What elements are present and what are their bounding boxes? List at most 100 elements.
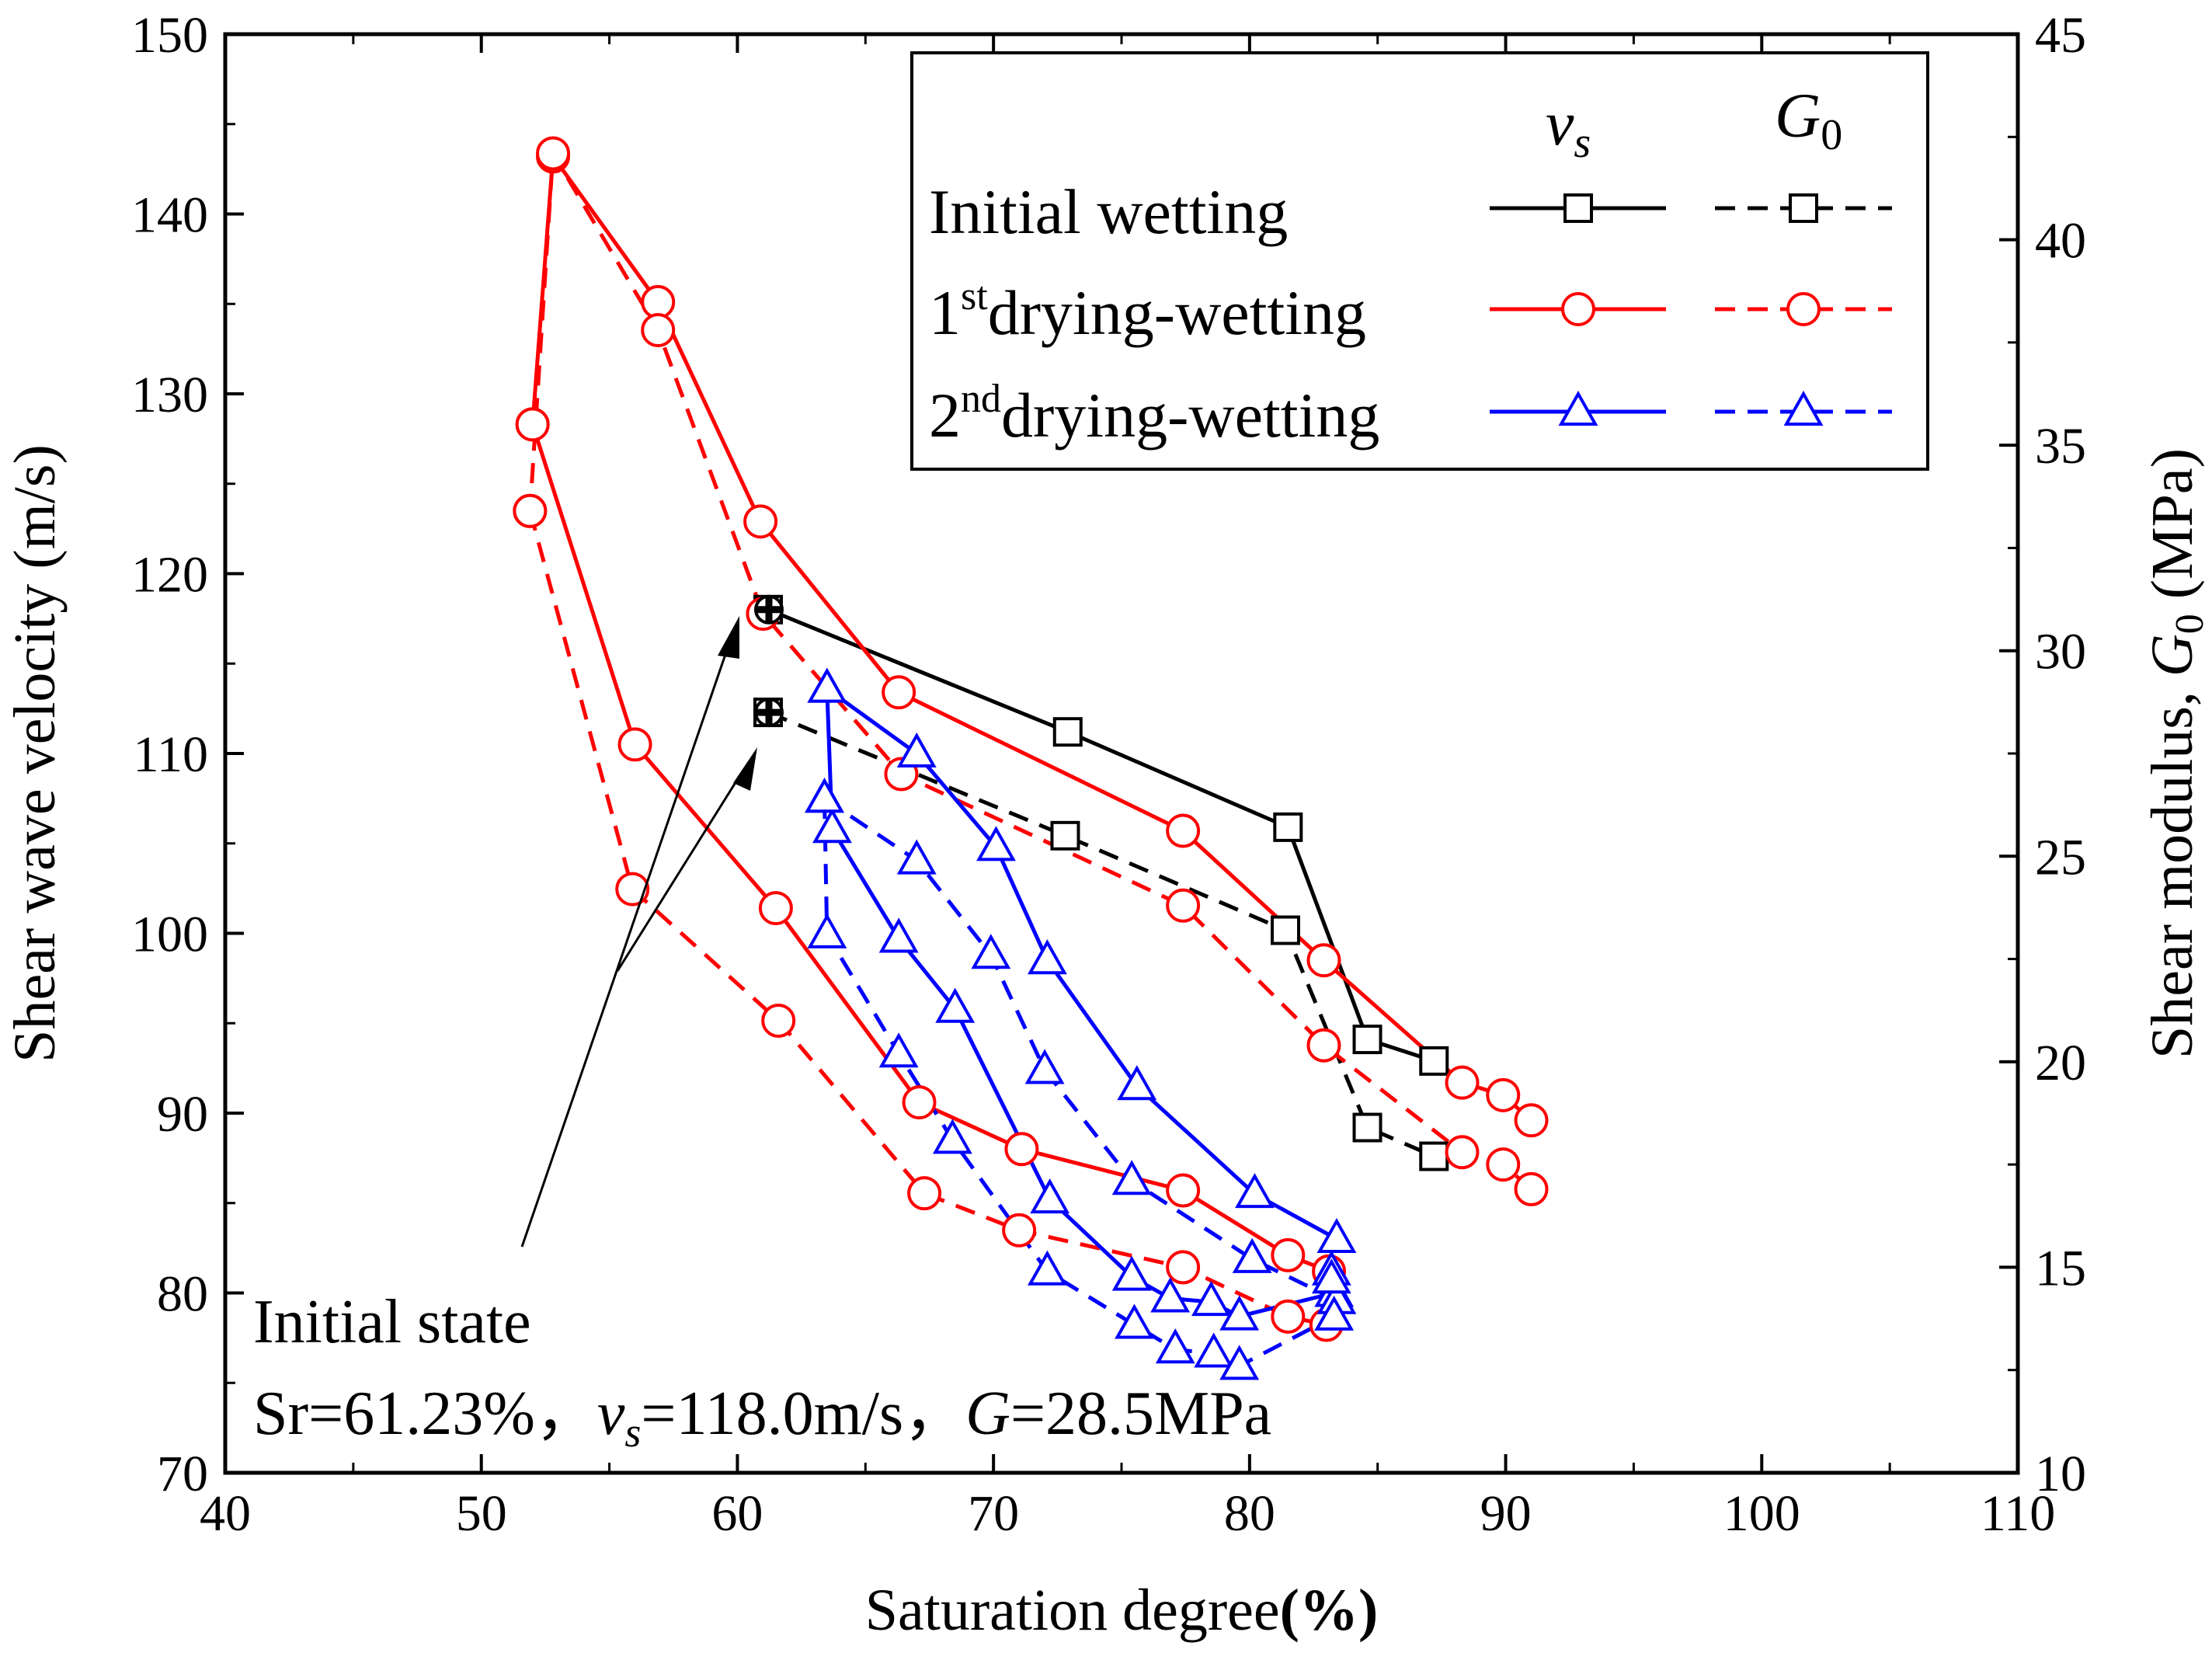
y2-tick-label: 35 bbox=[2035, 418, 2086, 475]
y2-axis-title-symbol: G bbox=[2140, 634, 2205, 677]
x-axis-title-unit: (%) bbox=[1280, 1578, 1379, 1643]
x-tick-label: 60 bbox=[711, 1485, 763, 1542]
data-point-triangle bbox=[807, 667, 847, 703]
x-axis-title: Saturation degree(%) bbox=[865, 1578, 1379, 1643]
series-line bbox=[530, 423, 1330, 1274]
data-point-triangle bbox=[1191, 1281, 1231, 1317]
data-point-triangle bbox=[1783, 390, 1824, 426]
axis-layer: 40 50 60 70 80 90 100 110 70 80 90 100 110 120 130 140 1… bbox=[131, 7, 2086, 1542]
data-point-triangle bbox=[1027, 1250, 1067, 1286]
data-point-triangle bbox=[976, 826, 1016, 861]
data-point-circle bbox=[515, 407, 550, 442]
data-point-triangle bbox=[878, 1032, 919, 1068]
y-tick-label: 130 bbox=[131, 367, 208, 423]
data-point-circle bbox=[615, 872, 650, 907]
initial-point-cross bbox=[755, 699, 782, 726]
data-point-circle bbox=[536, 136, 571, 171]
y2-tick-label: 40 bbox=[2035, 213, 2086, 270]
data-point-triangle bbox=[812, 808, 852, 844]
data-point-triangle bbox=[1111, 1255, 1152, 1291]
data-point-triangle bbox=[1219, 1345, 1260, 1380]
y-axis-title: Shear wave velocity (m/s) bbox=[2, 444, 68, 1063]
data-point-circle bbox=[1486, 1147, 1521, 1182]
data-point-triangle bbox=[807, 913, 847, 948]
data-point-triangle bbox=[1115, 1303, 1154, 1339]
y2-axis-title: Shear modulus, G0 (MPa) bbox=[2140, 448, 2212, 1059]
data-point-square bbox=[1052, 717, 1083, 747]
y2-tick-label: 45 bbox=[2035, 7, 2086, 64]
y-tick-label: 110 bbox=[133, 726, 208, 783]
y2-tick-label: 30 bbox=[2035, 624, 2086, 680]
legend-label-initial-wetting: Initial wetting bbox=[929, 176, 1288, 247]
y2-axis-title-prefix: Shear modulus, bbox=[2140, 677, 2205, 1059]
data-point-triangle bbox=[935, 987, 976, 1023]
data-point-triangle bbox=[896, 732, 937, 767]
marker-layer bbox=[513, 136, 1549, 1380]
data-point-triangle bbox=[878, 917, 919, 953]
x-tick-label: 50 bbox=[456, 1485, 507, 1542]
data-point-square bbox=[1050, 820, 1080, 851]
data-point-triangle bbox=[1024, 1049, 1065, 1084]
annotation-arrow-vs-head bbox=[718, 616, 739, 659]
data-point-circle bbox=[758, 891, 793, 926]
data-point-triangle bbox=[896, 839, 937, 875]
data-point-circle bbox=[1004, 1132, 1039, 1167]
legend-header-g0: G0 bbox=[1775, 80, 1842, 159]
x-tick-label: 90 bbox=[1480, 1485, 1532, 1542]
data-point-circle bbox=[1514, 1103, 1549, 1138]
y2-tick-label: 20 bbox=[2035, 1035, 2086, 1091]
legend: vs G0 Initial wetting 1stdrying-wetting … bbox=[910, 51, 1929, 471]
data-point-triangle bbox=[1558, 390, 1598, 426]
legend-box bbox=[910, 51, 1929, 471]
data-point-triangle bbox=[1030, 1178, 1070, 1214]
x-tick-label: 70 bbox=[968, 1485, 1019, 1542]
data-point-triangle bbox=[1235, 1173, 1275, 1209]
initial-state-annotation: Initial state Sr=61.23%，vs=118.0m/s，G=28… bbox=[253, 616, 1271, 1456]
data-point-circle bbox=[1002, 1213, 1037, 1248]
data-point-triangle bbox=[1314, 1295, 1355, 1331]
data-point-circle bbox=[1486, 1077, 1521, 1112]
initial-point-cross bbox=[755, 596, 782, 623]
data-point-circle bbox=[513, 493, 548, 528]
legend-label-second-drying-wetting: 2nddrying-wetting bbox=[929, 377, 1379, 451]
data-point-square bbox=[1273, 812, 1303, 842]
y2-axis-title-unit: (MPa) bbox=[2140, 448, 2205, 614]
data-point-circle bbox=[1306, 1028, 1341, 1063]
data-point-circle bbox=[882, 675, 916, 710]
data-point-square bbox=[1419, 1141, 1449, 1171]
data-point-triangle bbox=[1316, 1217, 1357, 1254]
data-point-circle bbox=[1514, 1171, 1549, 1206]
data-point-circle bbox=[1166, 1250, 1201, 1285]
data-point-circle bbox=[902, 1085, 937, 1120]
data-point-triangle bbox=[932, 1119, 972, 1154]
data-point-triangle bbox=[1194, 1332, 1234, 1368]
y-tick-label: 120 bbox=[131, 547, 208, 604]
data-point-circle bbox=[1445, 1065, 1480, 1100]
series-line bbox=[527, 151, 1533, 1191]
data-point-square bbox=[1352, 1112, 1382, 1143]
data-point-circle bbox=[617, 727, 652, 762]
data-point-circle bbox=[1166, 813, 1201, 848]
x-tick-label: 80 bbox=[1224, 1485, 1275, 1542]
data-point-square bbox=[1419, 1046, 1449, 1076]
data-point-circle bbox=[1445, 1135, 1480, 1170]
data-point-circle bbox=[1166, 1173, 1201, 1208]
y2-tick-label: 10 bbox=[2035, 1446, 2086, 1502]
y2-tick-label: 25 bbox=[2035, 829, 2086, 886]
x-axis-title-text: Saturation degree bbox=[865, 1578, 1280, 1643]
data-point-circle bbox=[1561, 292, 1595, 326]
data-point-triangle bbox=[1232, 1237, 1272, 1273]
data-point-triangle bbox=[1027, 939, 1067, 975]
y-tick-label: 140 bbox=[131, 187, 208, 244]
data-point-circle bbox=[1271, 1299, 1306, 1334]
data-point-triangle bbox=[1155, 1328, 1195, 1364]
data-point-triangle bbox=[1150, 1277, 1191, 1313]
data-point-triangle bbox=[1311, 1258, 1351, 1294]
data-point-circle bbox=[1166, 888, 1201, 923]
data-point-triangle bbox=[971, 934, 1011, 969]
y-tick-label: 150 bbox=[131, 7, 208, 64]
series-line bbox=[530, 154, 1533, 1122]
y2-axis-title-sub: 0 bbox=[2168, 614, 2212, 634]
data-point-circle bbox=[1306, 943, 1341, 978]
data-point-circle bbox=[641, 284, 676, 319]
